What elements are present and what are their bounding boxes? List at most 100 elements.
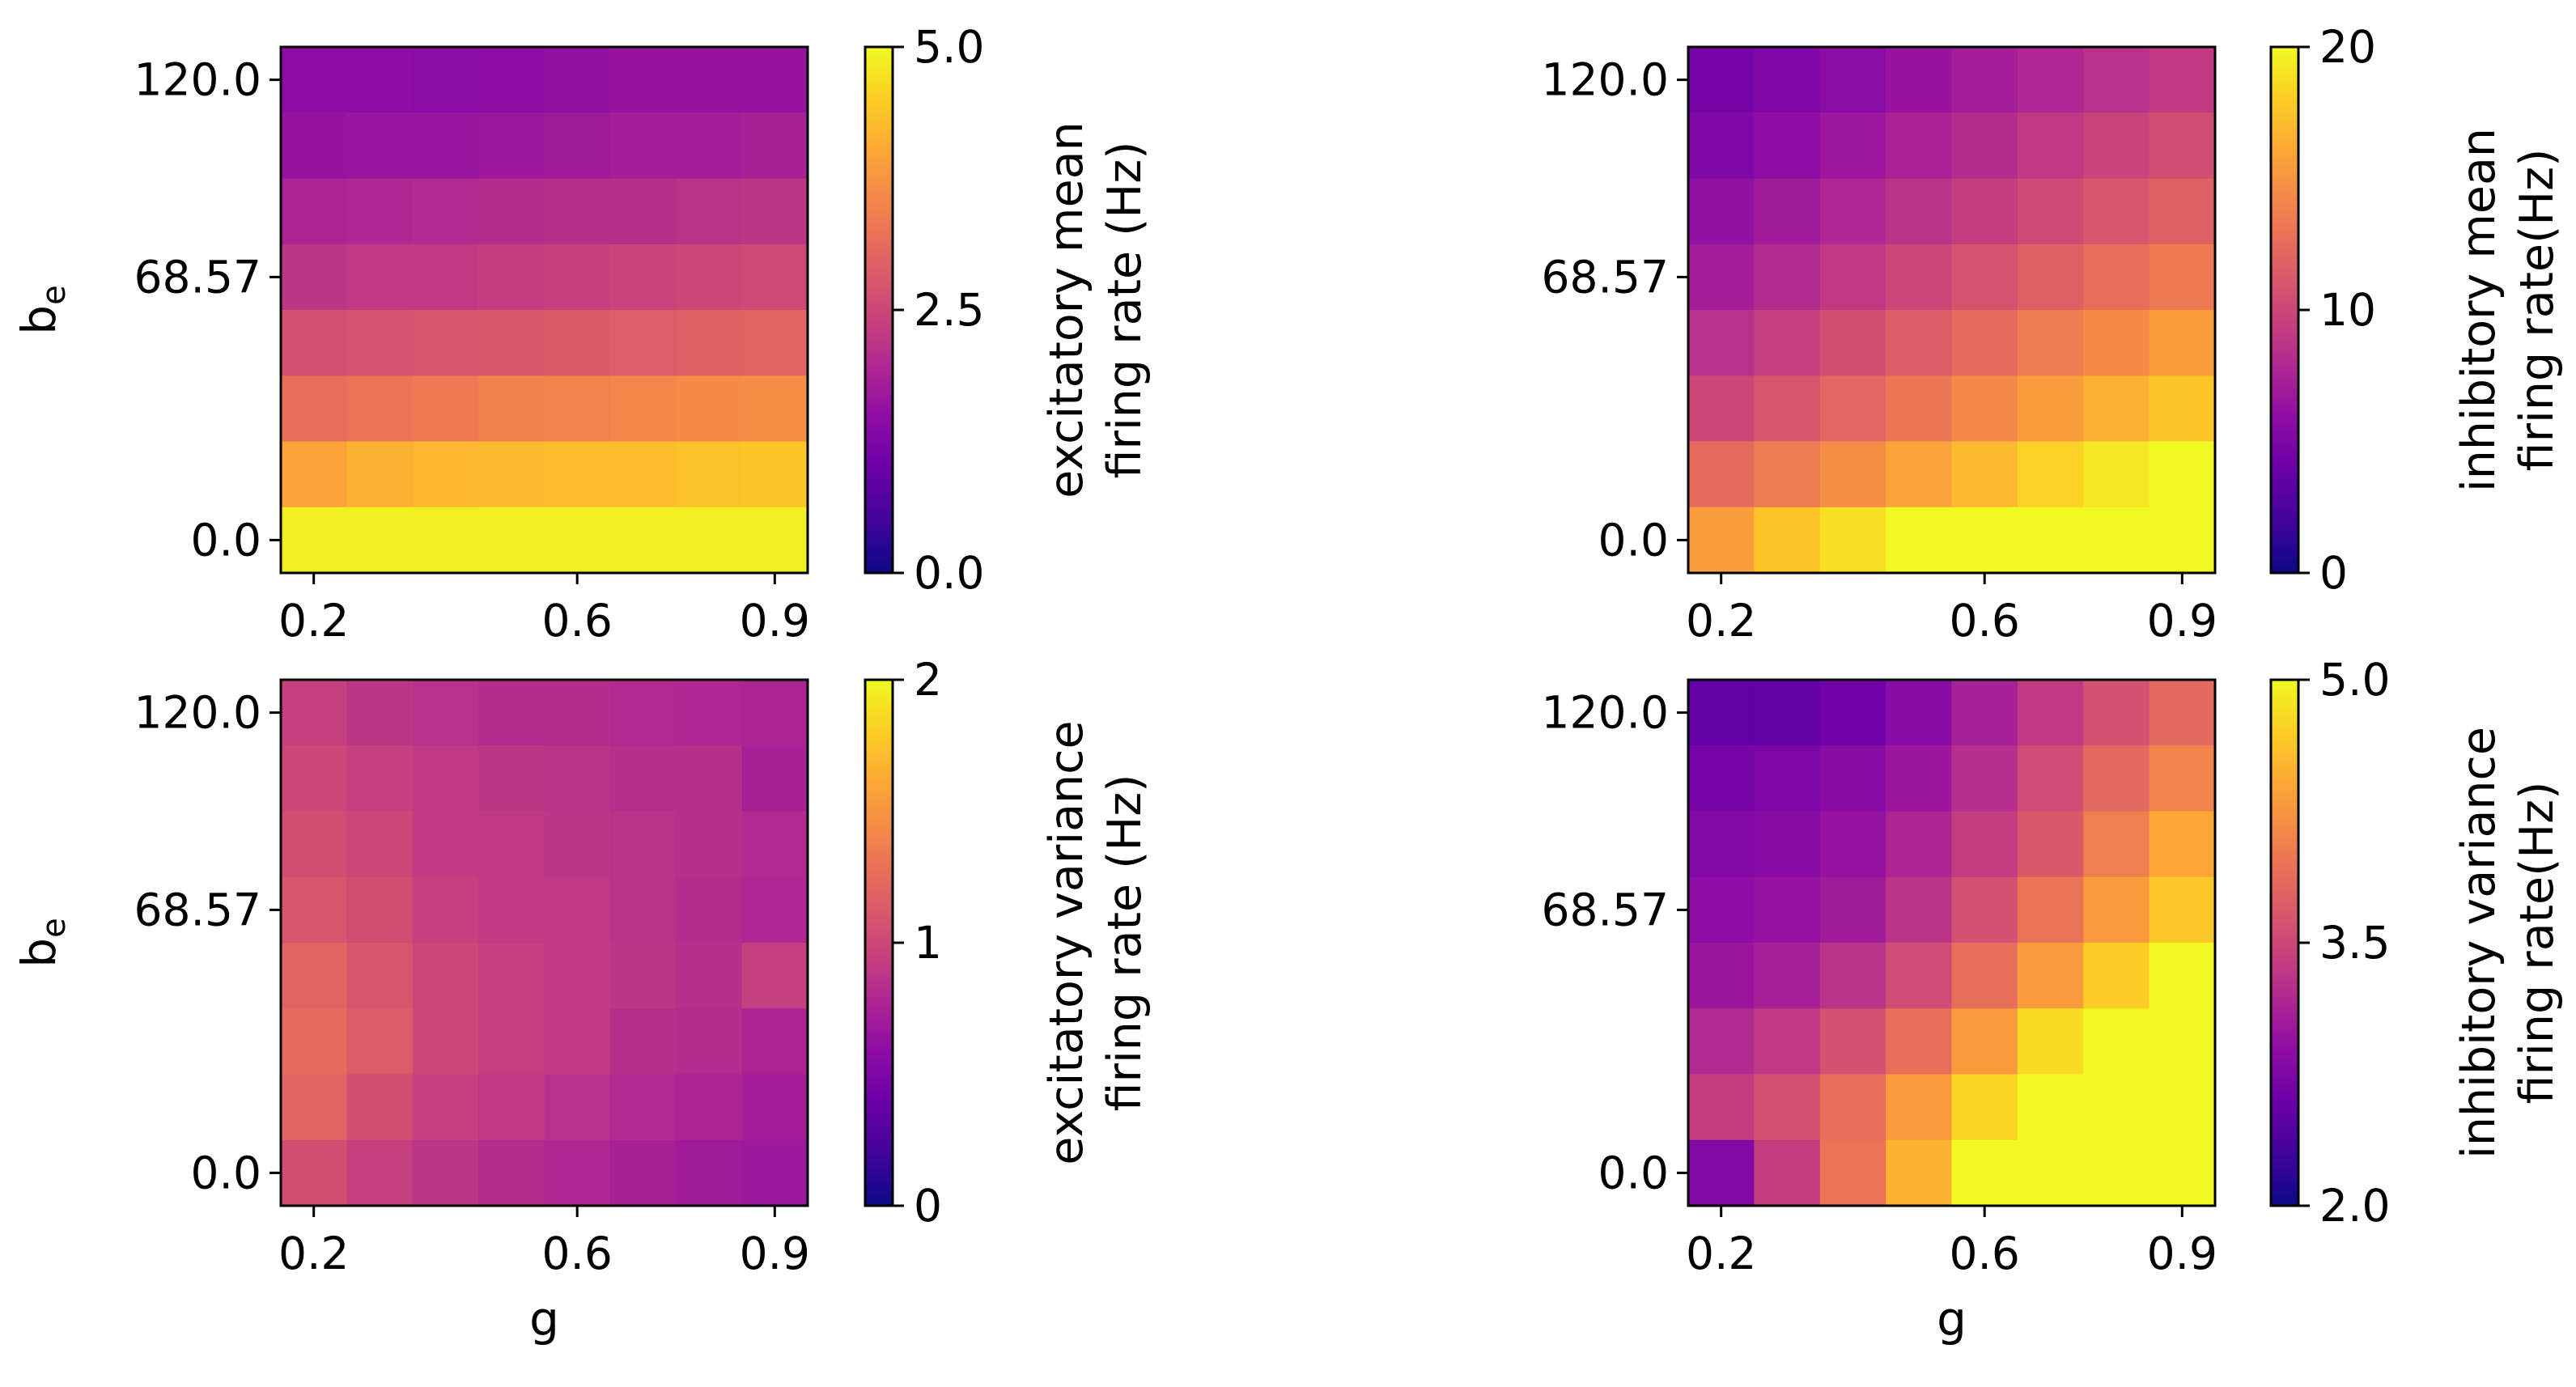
heatmap-cell [1951,680,2018,746]
heatmap-cell [1754,943,1821,1009]
colorbar-tick-label: 3.5 [2319,917,2390,969]
heatmap-cell [676,507,743,574]
heatmap-cell [1754,876,1821,944]
y-tick-label: 0.0 [191,514,261,566]
heatmap-cell [2149,943,2216,1009]
heatmap-cell [1754,507,1821,574]
y-tick-label: 68.57 [1542,251,1669,303]
heatmap-cell [1951,375,2018,443]
colorbar-tick-label: 2.0 [2319,1180,2390,1232]
heatmap-cell [1688,375,1755,443]
heatmap-cell [2149,680,2216,746]
heatmap-cell [544,876,611,944]
heatmap-cell [1688,876,1755,944]
heatmap-cell [609,876,677,944]
heatmap-cell [1819,745,1886,812]
heatmap-cell [1951,745,2018,812]
colorbar-tick-label: 2 [914,654,942,706]
heatmap-cell [544,1139,611,1207]
heatmap-cell [1886,680,1953,746]
heatmap-cell [346,310,414,376]
heatmap-cell [281,1139,347,1207]
heatmap-cell [1951,310,2018,376]
heatmap-cell [478,244,545,311]
heatmap-cell [346,680,414,746]
heatmap-cell [609,680,677,746]
colorbar-label-line: firing rate(Hz) [2510,782,2564,1105]
heatmap-cell [676,876,743,944]
heatmap-cell [609,811,677,878]
heatmap-cell [1886,1074,1953,1141]
x-tick-label: 0.6 [1949,595,2019,647]
colorbar-label-line: firing rate (Hz) [1098,774,1152,1112]
y-tick-label: 68.57 [134,884,261,935]
heatmap-cell [1819,876,1886,944]
x-tick-label: 0.2 [1686,1228,1756,1279]
heatmap-cell [478,178,545,245]
heatmap-cell [346,745,414,812]
heatmap-cell [741,1074,808,1141]
heatmap-cell [676,1074,743,1141]
x-tick-label: 0.6 [541,1228,612,1279]
heatmap-cell [346,507,414,574]
heatmap-cell [346,244,414,311]
heatmap-cell [609,375,677,443]
heatmap-cell [478,1139,545,1207]
heatmap-cell [676,943,743,1009]
heatmap-cell [1754,745,1821,812]
heatmap-cell [609,1074,677,1141]
heatmap-cell [741,507,808,574]
y-tick-label: 0.0 [191,1147,261,1198]
heatmap-cell [741,310,808,376]
heatmap-cell [1819,1008,1886,1075]
heatmap-cell [281,178,347,245]
heatmap-cell [2083,178,2150,245]
heatmap-cell [1688,310,1755,376]
heatmap-cell [2083,1074,2150,1141]
heatmap-cell [412,943,479,1009]
heatmap-cell [478,680,545,746]
heatmap-cell [676,178,743,245]
heatmap-cell [1688,112,1755,180]
heatmap-cell [281,244,347,311]
heatmap-cell [412,1139,479,1207]
y-axis-label: be [11,918,73,967]
heatmap-cell [544,1008,611,1075]
heatmap-cell [478,876,545,944]
colorbar-tick-label: 2.5 [914,284,984,336]
heatmap-cell [412,876,479,944]
heatmap-cell [1688,1008,1755,1075]
heatmap-cell [2149,112,2216,180]
heatmap-cell [2017,47,2084,113]
heatmap-cell [741,375,808,443]
y-axis-label-main: b [11,305,66,335]
colorbar-tick-label: 20 [2319,21,2376,73]
heatmap-cell [2017,310,2084,376]
heatmap-cell [1754,244,1821,311]
heatmap-cell [1951,876,2018,944]
heatmap-cell [281,507,347,574]
heatmap-cell [1688,745,1755,812]
y-tick-label: 0.0 [1598,1147,1669,1198]
heatmap-cell [281,47,347,113]
y-tick-label: 120.0 [134,687,261,739]
heatmap-cell [2149,1139,2216,1207]
heatmap-cell [1688,680,1755,746]
heatmap-cell [1688,178,1755,245]
heatmap-cell [412,244,479,311]
heatmap-cell [281,1008,347,1075]
heatmap-cell [346,112,414,180]
heatmap-cell [1688,943,1755,1009]
heatmap-cell [2017,680,2084,746]
heatmap-cell [676,680,743,746]
heatmap-cell [1754,178,1821,245]
x-tick-label: 0.2 [278,1228,349,1279]
heatmap-cell [2017,375,2084,443]
heatmap-cell [1819,244,1886,311]
heatmap-cell [609,178,677,245]
heatmap-cell [2083,811,2150,878]
y-tick-label: 68.57 [134,251,261,303]
colorbar [864,678,894,1207]
heatmap-cell [1754,375,1821,443]
y-tick-label: 120.0 [134,54,261,106]
